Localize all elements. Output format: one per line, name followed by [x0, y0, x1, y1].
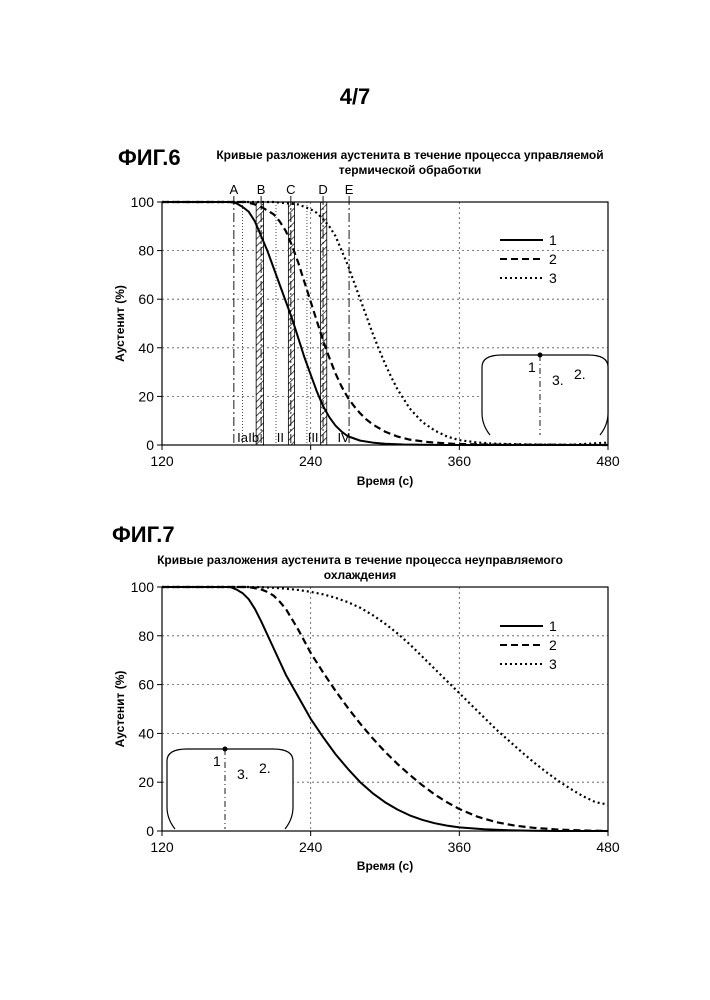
x-tick-label: 240: [299, 453, 323, 469]
series-line: [162, 200, 609, 446]
x-tick-label: 480: [596, 453, 620, 469]
rail-point-label: 1: [213, 753, 221, 769]
page-number: 4/7: [339, 84, 371, 109]
x-axis-label: Время (с): [357, 859, 413, 873]
x-tick-label: 120: [150, 453, 174, 469]
legend-label: 3: [549, 270, 557, 286]
figure-title: Кривые разложения аустенита в течение пр…: [200, 148, 620, 178]
legend-label: 2: [549, 637, 557, 653]
y-tick-label: 80: [138, 243, 154, 259]
zone-line-label: E: [345, 182, 354, 197]
zone-label: II: [277, 430, 284, 445]
y-tick-label: 0: [146, 823, 154, 839]
y-tick-label: 0: [146, 437, 154, 453]
series-line: [162, 586, 608, 832]
series-line: [162, 201, 608, 446]
y-tick-label: 100: [131, 194, 155, 210]
legend-label: 1: [549, 618, 557, 634]
legend: 1 2 3: [500, 618, 557, 672]
rail-point-label: 3.: [237, 766, 249, 782]
rail-point-label: 3.: [552, 372, 564, 388]
y-tick-label: 40: [138, 725, 154, 741]
x-tick-label: 240: [299, 839, 323, 855]
rail-point-label: 1: [528, 359, 536, 375]
zone-line-label: C: [286, 182, 295, 197]
y-tick-label: 100: [131, 579, 155, 595]
y-tick-label: 40: [138, 340, 154, 356]
rail-head-outline: [481, 354, 609, 436]
y-axis-label: Аустенит (%): [113, 285, 127, 362]
legend-label: 1: [549, 232, 557, 248]
legend: 1 2 3: [500, 232, 557, 286]
figure-title-line: охлаждения: [323, 568, 397, 582]
y-tick-label: 20: [138, 774, 154, 790]
figure-title-line: Кривые разложения аустенита в течение пр…: [157, 553, 563, 567]
chart: 0 20 40 60 80 100 120 240 360 480 Время (с) Аустени…: [113, 579, 620, 873]
rail-head-outline: [166, 748, 294, 830]
rail-section-inset: 1 3. 2.: [166, 746, 294, 830]
y-tick-label: 60: [138, 677, 154, 693]
plot-frame: [161, 586, 609, 832]
figure-label: ФИГ.6: [118, 145, 181, 170]
x-tick-label: 360: [448, 839, 472, 855]
series-line: [162, 585, 609, 806]
rail-section-inset: 1 3. 2.: [481, 352, 609, 436]
zone-label: Ib: [248, 430, 259, 445]
plot-frame: [161, 201, 609, 446]
y-tick-label: 80: [138, 628, 154, 644]
series-line: [162, 200, 609, 447]
rail-point-1: [222, 746, 228, 752]
zone-line-label: D: [318, 182, 327, 197]
zone-label: Ia: [237, 430, 249, 445]
x-tick-label: 120: [150, 839, 174, 855]
x-axis-label: Время (с): [357, 474, 413, 488]
figure-title-line: термической обработки: [338, 163, 482, 177]
zone-line-label: A: [230, 182, 239, 197]
figure-title: Кривые разложения аустенита в течение пр…: [150, 553, 570, 583]
x-tick-label: 480: [596, 839, 620, 855]
figure-title-line: Кривые разложения аустенита в течение пр…: [216, 148, 604, 162]
zone-label: III: [308, 430, 319, 445]
y-tick-label: 60: [138, 291, 154, 307]
legend-label: 3: [549, 656, 557, 672]
zone-label: IV: [337, 430, 350, 445]
rail-point-1: [537, 352, 543, 358]
y-tick-label: 20: [138, 388, 154, 404]
legend-label: 2: [549, 251, 557, 267]
y-axis-label: Аустенит (%): [113, 671, 127, 748]
zone-line-label: B: [257, 182, 266, 197]
x-tick-label: 360: [448, 453, 472, 469]
rail-point-label: 2.: [574, 366, 586, 382]
rail-point-label: 2.: [259, 760, 271, 776]
figure-label: ФИГ.7: [112, 522, 175, 547]
